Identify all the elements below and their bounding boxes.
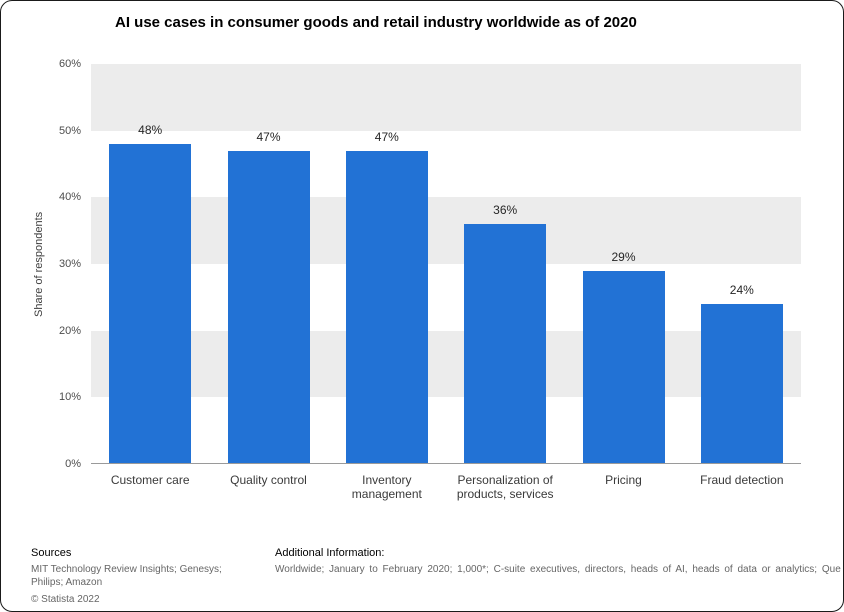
copyright-note: © Statista 2022 [31,594,100,605]
bar-inventory-management [345,150,428,464]
grid-band [91,264,801,331]
additional-information-heading: Additional Information: [275,547,385,559]
y-tick-label: 50% [58,124,81,137]
y-tick-label: 60% [58,58,81,70]
y-tick-label: 30% [58,258,81,270]
chart-title: AI use cases in consumer goods and retai… [115,14,637,31]
plot-area: 48% 47% 47% 36% 29% 24% [91,64,801,464]
y-tick-label: 0% [65,458,81,470]
bar-value-label: 47% [374,129,399,144]
x-category-label: Pricing [605,473,642,487]
sources-line-1: MIT Technology Review Insights; Genesys; [31,564,222,575]
x-category-label: Quality control [230,473,307,487]
bar-personalization-of-products-services [464,224,547,464]
bar-value-label: 48% [138,123,163,137]
grid-band [91,131,801,198]
y-tick-label: 40% [58,191,81,204]
bar-value-label: 29% [611,249,636,264]
bar-pricing [582,270,665,464]
x-category-label: Fraud detection [700,473,784,487]
bar-value-label: 24% [729,283,754,297]
sources-block: Sources MIT Technology Review Insights; … [31,547,261,605]
additional-information-block: Additional Information: Worldwide; Janua… [275,547,841,575]
bar-fraud-detection [700,304,783,464]
y-tick-label: 20% [58,324,81,337]
y-axis-ticks: 0% 10% 20% 30% 40% 50% 60% [1,58,86,470]
bar-value-label: 36% [493,203,518,217]
sources-line-2: Philips; Amazon [31,577,103,588]
y-tick-label: 10% [58,391,81,404]
grid-band [91,197,801,264]
x-axis-line [91,463,801,464]
grid-band [91,64,801,131]
grid-band [91,330,801,398]
x-category-label: Customer care [110,473,190,487]
x-axis-labels: Customer care Quality control Inventory ma… [91,473,801,513]
bar-quality-control [227,150,310,464]
x-category-label: Personalization of products, services [456,473,554,502]
sources-heading: Sources [31,547,72,559]
bar-customer-care [109,144,192,464]
additional-information-text: Worldwide; January to February 2020; 1,0… [275,564,841,575]
bar-value-label: 47% [256,129,281,144]
grid-band [91,397,801,464]
x-category-label: Inventory management [351,473,422,502]
